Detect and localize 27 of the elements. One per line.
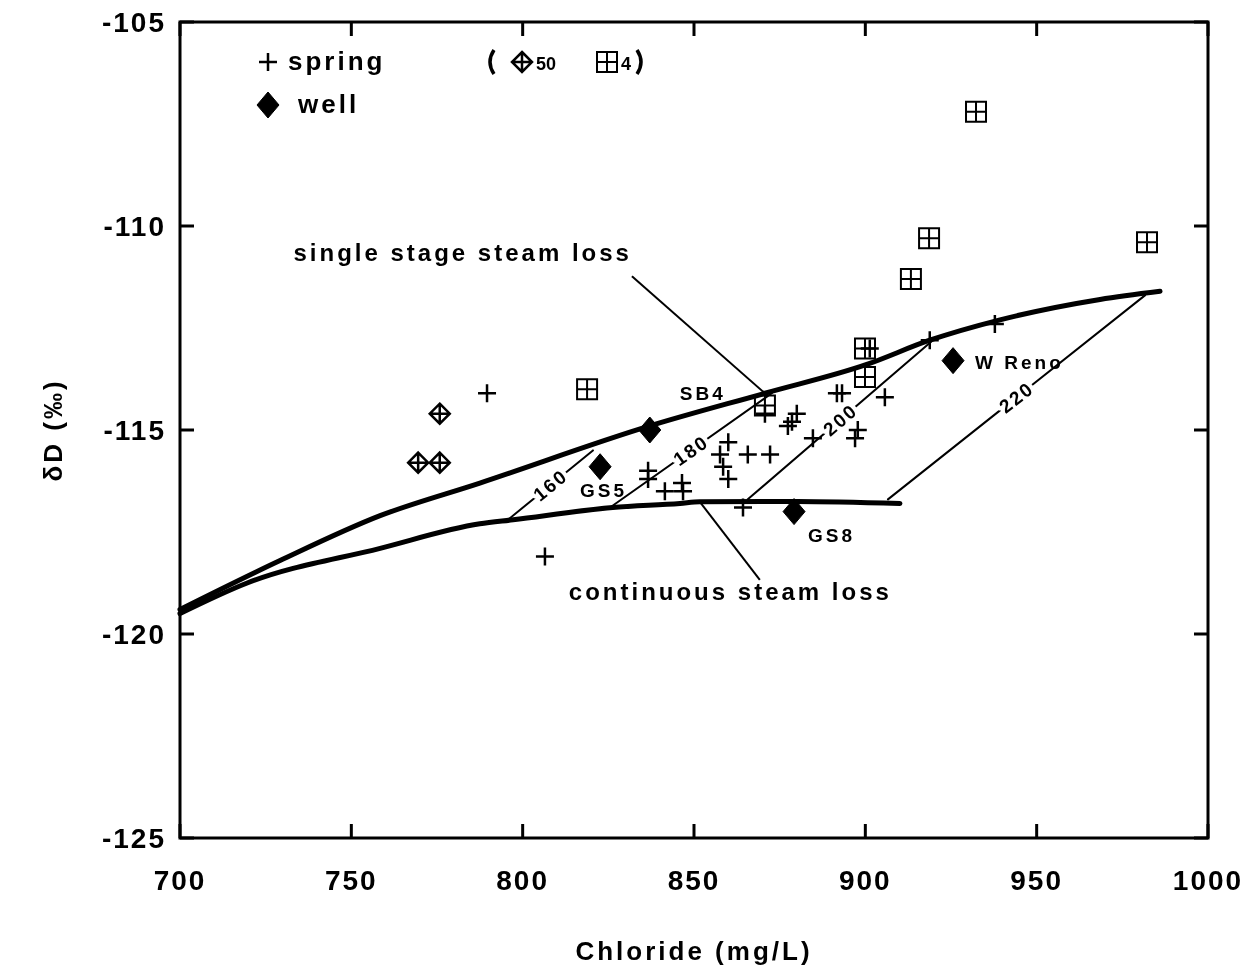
x-tick-label: 950 (1010, 865, 1064, 896)
y-tick-label: -115 (103, 414, 166, 446)
x-tick-label: 750 (324, 865, 378, 896)
x-tick-label: 800 (496, 865, 550, 896)
y-tick-label: -120 (101, 618, 166, 650)
annotation: W Reno (975, 351, 1064, 373)
text: 220 (995, 377, 1038, 418)
annotation: SB4 (679, 383, 726, 404)
legend-label: well (297, 89, 360, 119)
x-tick-label: 700 (153, 865, 207, 896)
y-tick-label: -105 (101, 6, 166, 38)
annotation: GS8 (808, 524, 856, 546)
y-tick-label: -125 (101, 822, 166, 854)
legend-label: 4 (621, 54, 632, 74)
legend-label: spring (288, 46, 386, 76)
legend-label: 50 (536, 54, 557, 74)
annotation: single stage steam loss (293, 239, 632, 267)
text: 200 (819, 399, 862, 441)
text: 180 (669, 431, 713, 470)
x-axis-title: Chloride (mg/L) (575, 936, 813, 966)
y-axis-title: δD (‰) (38, 378, 68, 482)
x-tick-label: 1000 (1172, 865, 1244, 896)
x-tick-label: 850 (667, 865, 721, 896)
annotation: GS5 (580, 479, 628, 501)
x-tick-label: 900 (838, 865, 892, 896)
annotation: continuous steam loss (568, 577, 892, 605)
y-tick-label: -110 (103, 210, 166, 242)
